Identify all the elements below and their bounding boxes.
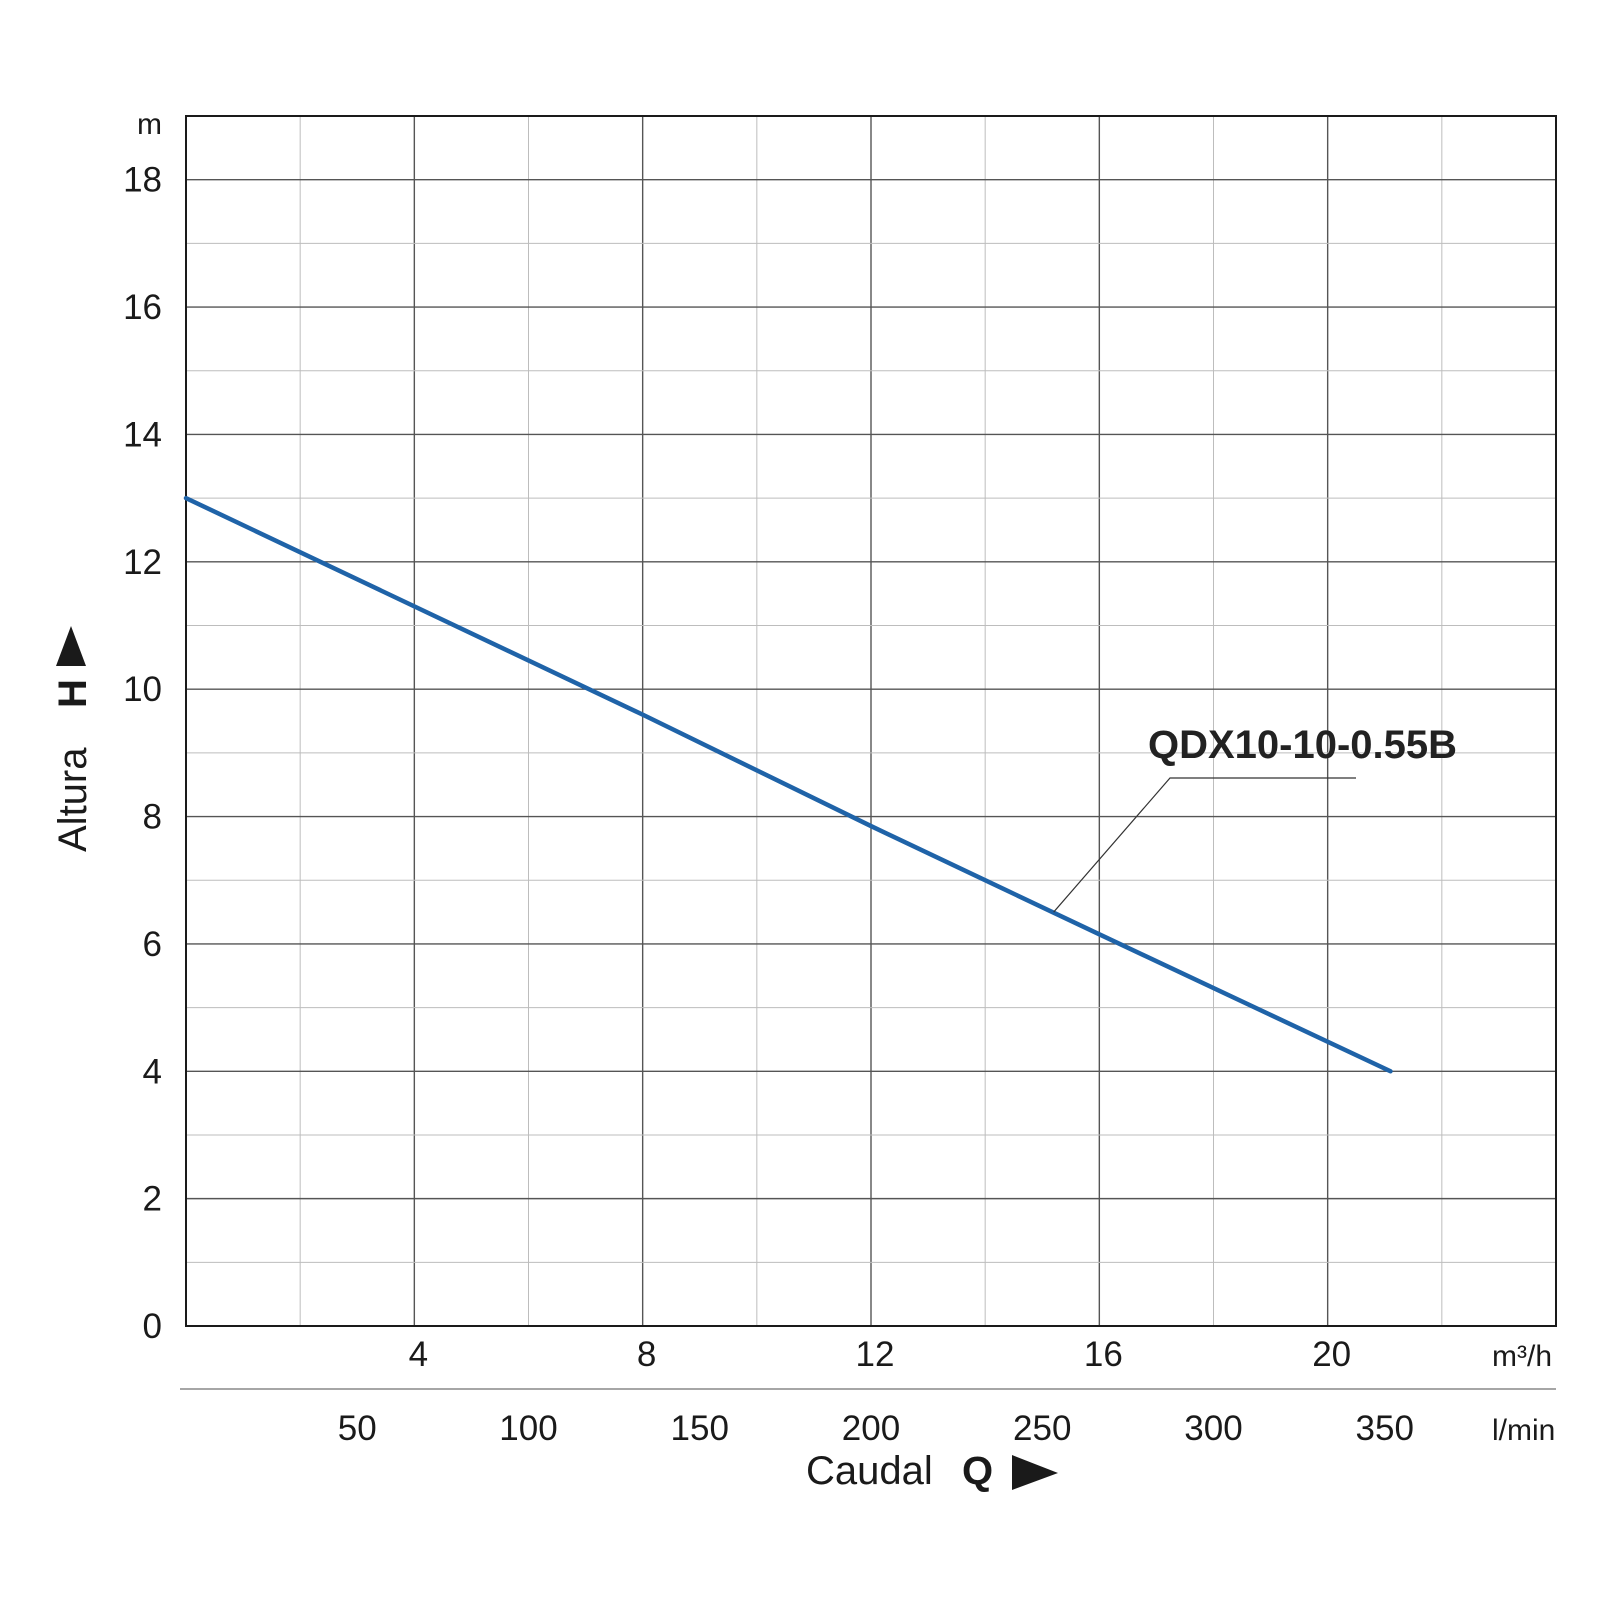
y-tick-label: 18 xyxy=(123,161,162,200)
y-tick-label: 8 xyxy=(143,798,162,837)
series-callout-line xyxy=(1053,777,1356,913)
y-tick-label: 16 xyxy=(123,288,162,327)
secondary-x-tick-label: 100 xyxy=(499,1409,557,1448)
y-axis-symbol: H xyxy=(51,679,95,708)
y-axis-title-text: Altura xyxy=(51,747,95,852)
secondary-x-tick-label: 200 xyxy=(842,1409,900,1448)
series-layer: QDX10-10-0.55B xyxy=(183,495,1457,1074)
plot-frame xyxy=(185,115,1557,1327)
y-tick-labels: 0 2 4 6 8 10 12 14 16 18 xyxy=(123,161,162,1346)
series-line xyxy=(183,495,1393,1074)
x-axis-title: Caudal Q xyxy=(806,1449,1058,1493)
y-tick-label: 12 xyxy=(123,543,162,582)
grid-lines xyxy=(186,116,1556,1326)
y-tick-label: 14 xyxy=(123,415,162,454)
series-label: QDX10-10-0.55B xyxy=(1148,723,1457,767)
y-tick-label: 0 xyxy=(143,1307,162,1346)
y-axis-arrow-icon xyxy=(56,626,86,666)
x-axis-symbol: Q xyxy=(962,1449,993,1493)
x-tick-labels: 4 8 12 16 20 xyxy=(409,1335,1352,1374)
secondary-x-axis-unit: l/min xyxy=(1492,1414,1555,1447)
secondary-x-tick-labels: 50 100 150 200 250 300 350 xyxy=(338,1409,1414,1448)
secondary-x-tick-label: 350 xyxy=(1356,1409,1414,1448)
y-axis-unit: m xyxy=(137,108,162,141)
x-axis-title-text: Caudal xyxy=(806,1449,933,1493)
x-axis-unit: m³/h xyxy=(1492,1340,1552,1373)
x-axis-arrow-icon xyxy=(1012,1455,1058,1490)
x-tick-label: 20 xyxy=(1312,1335,1351,1374)
x-tick-label: 4 xyxy=(409,1335,428,1374)
secondary-x-tick-label: 150 xyxy=(671,1409,729,1448)
secondary-x-tick-label: 300 xyxy=(1184,1409,1242,1448)
y-tick-label: 4 xyxy=(143,1052,162,1091)
secondary-x-tick-label: 250 xyxy=(1013,1409,1071,1448)
y-tick-label: 6 xyxy=(143,925,162,964)
y-tick-label: 2 xyxy=(143,1180,162,1219)
x-tick-label: 12 xyxy=(856,1335,895,1374)
y-tick-label: 10 xyxy=(123,670,162,709)
x-tick-label: 16 xyxy=(1084,1335,1123,1374)
secondary-x-tick-label: 50 xyxy=(338,1409,377,1448)
y-axis-title: Altura H xyxy=(51,626,95,852)
x-tick-label: 8 xyxy=(637,1335,656,1374)
